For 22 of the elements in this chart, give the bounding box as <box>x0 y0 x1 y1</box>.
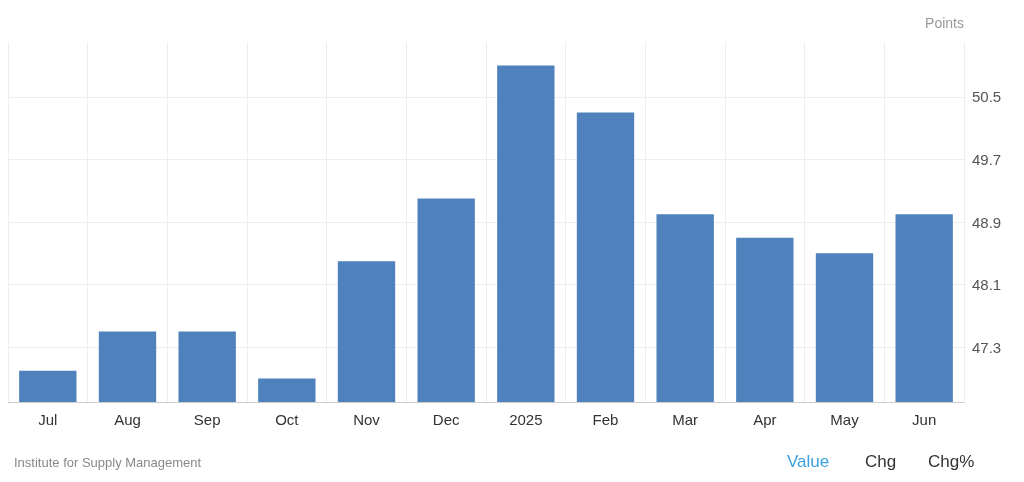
x-tick-label: May <box>830 411 860 428</box>
text: Institute for Supply Management <box>14 455 202 470</box>
x-tick-label: 2025 <box>509 411 543 428</box>
text: Chg% <box>928 452 975 472</box>
x-tick-label: Mar <box>672 411 699 428</box>
y-axis-title: Points <box>925 15 964 31</box>
y-tick-label: 50.5 <box>972 88 1002 106</box>
y-tick-label: 49.7 <box>972 150 1002 168</box>
x-tick-label: Sep <box>193 411 221 428</box>
x-tick-label: Oct <box>275 411 300 428</box>
text: Chg <box>865 452 897 472</box>
y-tick-label: 47.3 <box>972 338 1002 356</box>
y-tick-label: 48.1 <box>972 276 1002 294</box>
x-tick-label: Dec <box>432 411 460 428</box>
x-tick-label: Jul <box>38 411 58 428</box>
x-tick-label: Apr <box>753 411 777 428</box>
x-tick-label: Nov <box>353 411 381 428</box>
x-tick-label: Aug <box>114 411 141 428</box>
text: Value <box>787 452 830 472</box>
y-tick-label: 48.9 <box>972 213 1002 231</box>
x-tick-label: Feb <box>592 411 619 428</box>
x-tick-label: Jun <box>912 411 937 428</box>
